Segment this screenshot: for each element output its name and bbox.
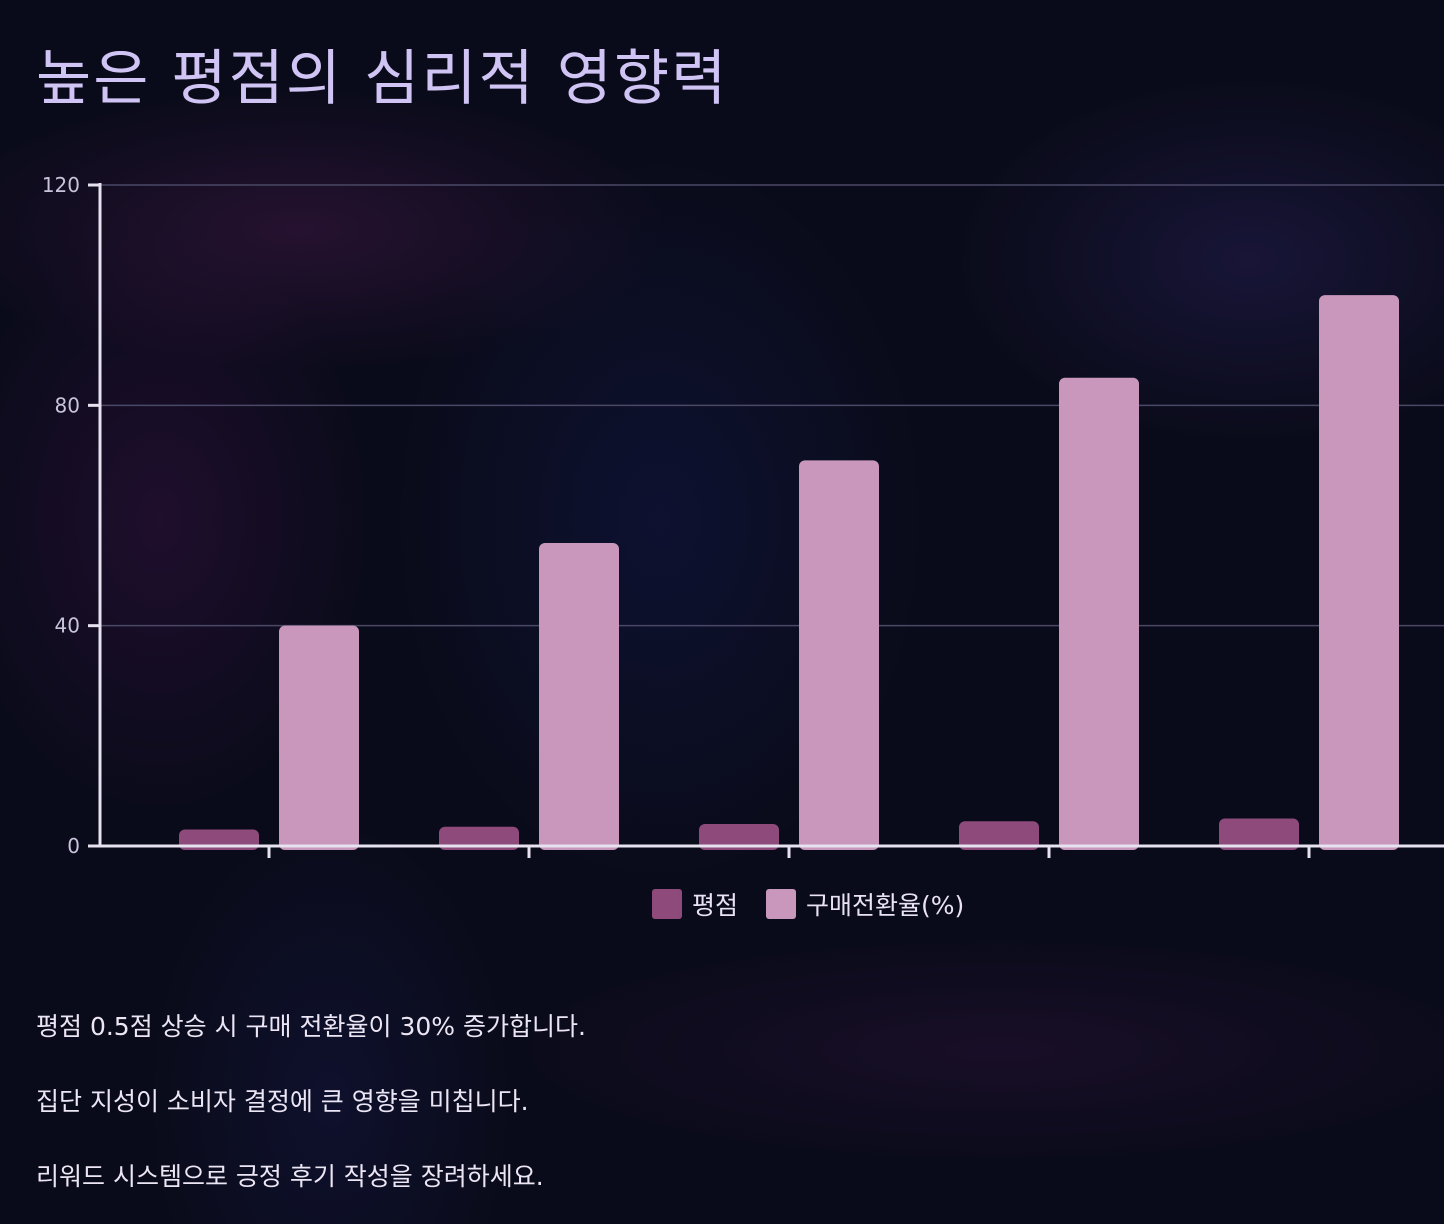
- legend-label-conversion: 구매전환율(%): [806, 891, 965, 920]
- page-title: 높은 평점의 심리적 영향력: [36, 44, 729, 114]
- bar-rating: [1219, 818, 1299, 850]
- note-item: 집단 지성이 소비자 결정에 큰 영향을 미칩니다.: [36, 1087, 529, 1116]
- notes-list: 평점 0.5점 상승 시 구매 전환율이 30% 증가합니다. 집단 지성이 소…: [36, 1006, 586, 1224]
- chart-legend: 평점 구매전환율(%): [652, 886, 992, 922]
- bar-conversion: [279, 625, 359, 850]
- y-tick-label: 120: [42, 173, 80, 197]
- note-item: 평점 0.5점 상승 시 구매 전환율이 30% 증가합니다.: [36, 1012, 586, 1041]
- bar-rating: [439, 826, 519, 850]
- bar-conversion: [1059, 377, 1139, 850]
- legend-swatch-rating: [652, 889, 682, 919]
- legend-label-rating: 평점: [692, 891, 739, 920]
- bar-rating: [959, 821, 1039, 850]
- note-item: 리워드 시스템으로 긍정 후기 작성을 장려하세요.: [36, 1162, 544, 1191]
- bar-conversion: [799, 460, 879, 850]
- legend-item-rating: 평점: [652, 886, 738, 922]
- bar-rating: [699, 823, 779, 850]
- y-tick-label: 0: [67, 834, 80, 858]
- bar-conversion: [539, 543, 619, 850]
- y-tick-label: 40: [55, 614, 80, 638]
- legend-swatch-conversion: [766, 889, 797, 919]
- bar-conversion: [1319, 295, 1399, 851]
- bar-chart: 0 40 80 120: [42, 173, 1444, 858]
- legend-item-conversion: 구매전환율(%): [766, 886, 964, 922]
- y-tick-label: 80: [55, 393, 80, 417]
